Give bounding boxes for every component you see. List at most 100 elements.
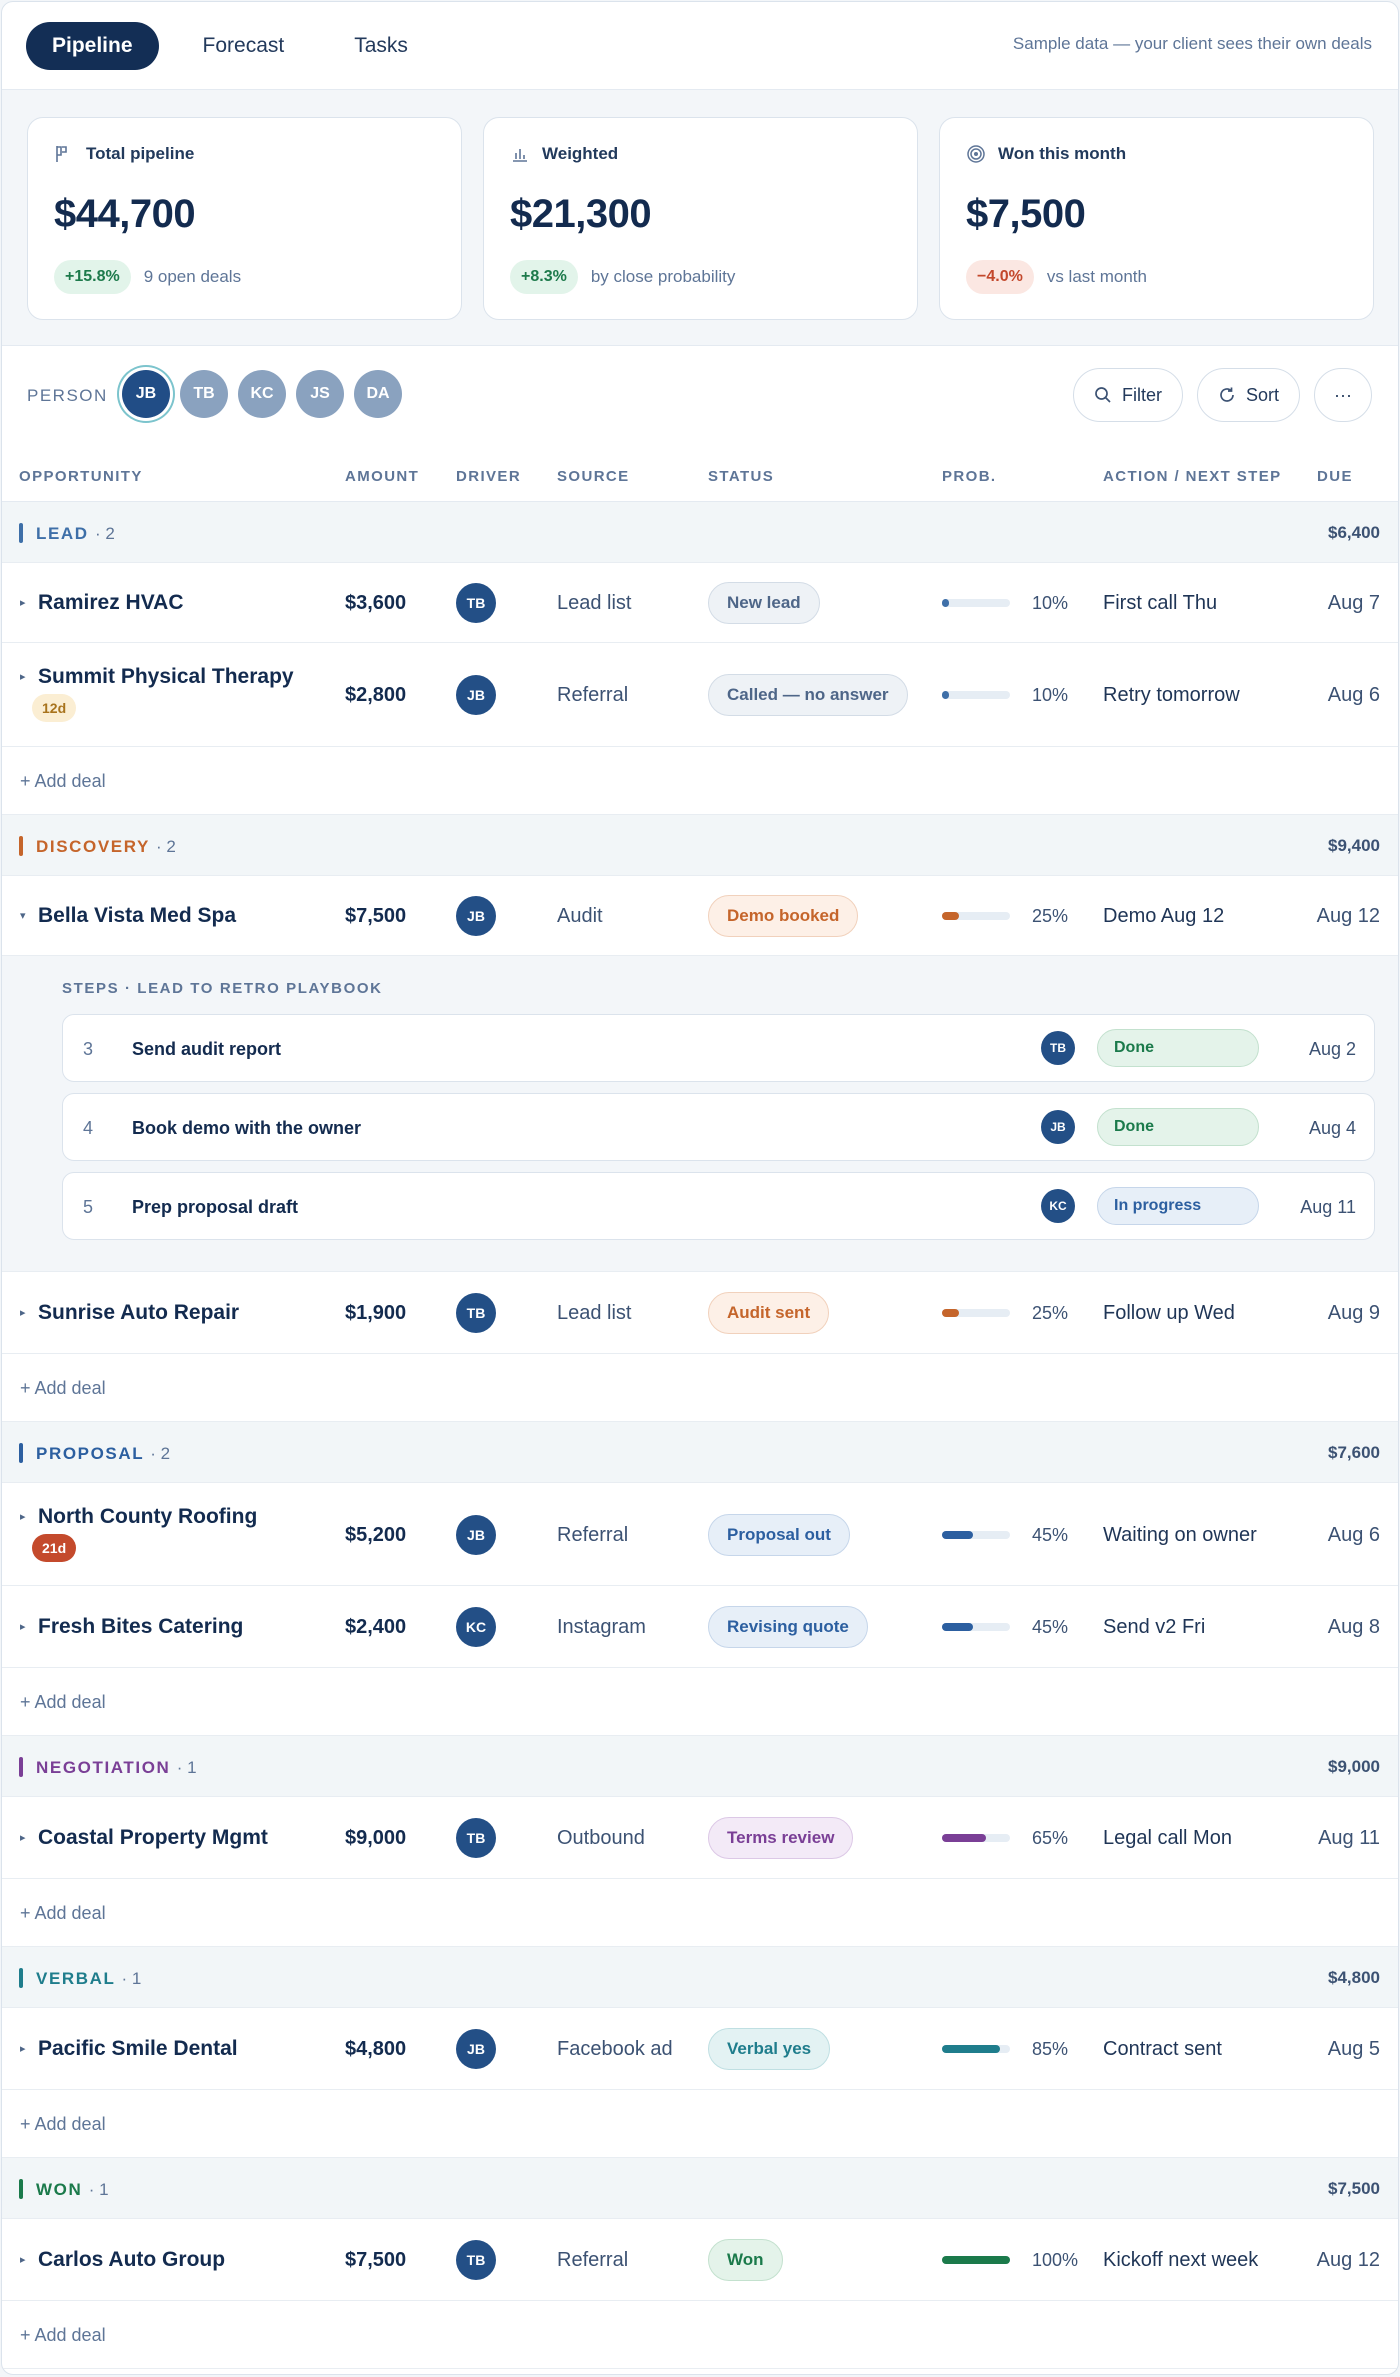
deal-row[interactable]: ▸ Summit Physical Therapy 12d $2,800 JB Refer… — [2, 643, 1398, 747]
next-step[interactable]: First call Thu — [1103, 592, 1218, 614]
col-source[interactable]: SOURCE — [557, 468, 630, 485]
col-prob[interactable]: PROB. — [942, 468, 997, 485]
group-header-won[interactable]: WON · 1 $7,500 — [2, 2158, 1398, 2219]
deal-status-badge[interactable]: Verbal yes — [708, 2028, 831, 2070]
driver-avatar[interactable]: JB — [456, 1514, 496, 1555]
deal-row[interactable]: ▸ Sunrise Auto Repair $1,900 TB Lead list Aud… — [2, 1272, 1398, 1354]
deal-status-badge[interactable]: Won — [708, 2239, 783, 2281]
add-deal-button[interactable]: + Add deal — [20, 2114, 106, 2134]
avatar-person[interactable]: JS — [296, 370, 344, 418]
step-due: Aug 11 — [1300, 1197, 1356, 1217]
next-step[interactable]: Follow up Wed — [1103, 1302, 1235, 1324]
group-label: PROPOSAL — [36, 1444, 144, 1463]
group-count: · 1 — [176, 1758, 197, 1777]
deal-row[interactable]: ▸ Coastal Property Mgmt $9,000 TB Outbound Te… — [2, 1797, 1398, 1879]
driver-avatar[interactable]: TB — [456, 2240, 496, 2280]
step-item[interactable]: 3 Send audit report TB Done Aug 2 — [62, 1014, 1375, 1082]
expand-caret-icon[interactable]: ▸ — [20, 2043, 26, 2055]
driver-avatar[interactable]: JB — [456, 896, 496, 936]
next-step[interactable]: Legal call Mon — [1103, 1827, 1232, 1849]
step-item[interactable]: 5 Prep proposal draft KC In progress Aug 11 — [62, 1172, 1375, 1240]
add-deal-button[interactable]: + Add deal — [20, 1692, 106, 1712]
deal-status-badge[interactable]: Revising quote — [708, 1606, 868, 1648]
expand-caret-icon[interactable]: ▸ — [20, 1511, 26, 1523]
expand-caret-icon[interactable]: ▸ — [20, 597, 26, 609]
deal-status-badge[interactable]: Terms review — [708, 1817, 854, 1859]
expand-caret-icon[interactable]: ▸ — [20, 1621, 26, 1633]
deal-row[interactable]: ▸ Carlos Auto Group $7,500 TB Referral Won 100… — [2, 2219, 1398, 2301]
more-button[interactable]: ··· — [1314, 368, 1372, 422]
tab-pipeline[interactable]: Pipeline — [26, 21, 159, 70]
filter-toolbar: PERSON JB TB KC JS DA Filter Sort ··· — [2, 346, 1398, 446]
tab-tasks[interactable]: Tasks — [354, 33, 408, 57]
deal-name[interactable]: Ramirez HVAC — [38, 591, 184, 614]
expand-caret-icon[interactable]: ▸ — [20, 2254, 26, 2266]
deal-status-badge[interactable]: Audit sent — [708, 1292, 830, 1334]
deal-status-badge[interactable]: Called — no answer — [708, 674, 908, 716]
avatar-person[interactable]: DA — [354, 370, 402, 418]
sort-button[interactable]: Sort — [1196, 368, 1300, 422]
deal-row[interactable]: ▸ Fresh Bites Catering $2,400 KC Instagram Re… — [2, 1586, 1398, 1668]
driver-avatar[interactable]: KC — [456, 1607, 496, 1647]
deal-row[interactable]: ▸ North County Roofing 21d $5,200 JB Referral… — [2, 1483, 1398, 1586]
col-action[interactable]: ACTION / NEXT STEP — [1103, 468, 1282, 485]
next-step[interactable]: Send v2 Fri — [1103, 1616, 1206, 1638]
group-count: · 1 — [88, 2180, 109, 2199]
deal-status-badge[interactable]: Demo booked — [708, 895, 859, 937]
deal-row[interactable]: ▸ Pacific Smile Dental $4,800 JB Facebook ad… — [2, 2008, 1398, 2090]
driver-avatar[interactable]: TB — [456, 583, 496, 623]
deal-row[interactable]: ▾ Bella Vista Med Spa $7,500 JB Audit Demo bo… — [2, 876, 1398, 956]
add-deal-button[interactable]: + Add deal — [20, 1378, 106, 1398]
driver-avatar[interactable]: JB — [456, 675, 496, 715]
deal-name[interactable]: Carlos Auto Group — [38, 2248, 226, 2271]
step-status-badge[interactable]: In progress — [1097, 1187, 1259, 1225]
avatar-person[interactable]: TB — [180, 370, 228, 418]
collapse-caret-icon[interactable]: ▾ — [20, 910, 26, 922]
col-amount[interactable]: AMOUNT — [345, 468, 420, 485]
deal-row[interactable]: ▸ Ramirez HVAC $3,600 TB Lead list New lead 10… — [2, 563, 1398, 643]
step-status-badge[interactable]: Done — [1097, 1108, 1259, 1146]
col-opportunity[interactable]: OPPORTUNITY — [19, 468, 143, 485]
expand-caret-icon[interactable]: ▸ — [20, 1307, 26, 1319]
deal-age-badge: 12d — [32, 694, 77, 722]
deal-name[interactable]: Summit Physical Therapy — [38, 665, 294, 688]
group-header-verbal[interactable]: VERBAL · 1 $4,800 — [2, 1947, 1398, 2008]
probability-bar — [942, 1530, 1010, 1539]
group-header-lead[interactable]: LEAD · 2 $6,400 — [2, 502, 1398, 563]
deal-name[interactable]: Fresh Bites Catering — [38, 1615, 244, 1638]
driver-avatar[interactable]: TB — [456, 1818, 496, 1858]
deal-name[interactable]: Pacific Smile Dental — [38, 2037, 238, 2060]
next-step[interactable]: Kickoff next week — [1103, 2249, 1259, 2271]
col-due[interactable]: DUE — [1317, 468, 1353, 485]
next-step[interactable]: Demo Aug 12 — [1103, 905, 1225, 927]
avatar-person[interactable]: JB — [122, 370, 170, 418]
avatar-person[interactable]: KC — [238, 370, 286, 418]
deal-status-badge[interactable]: Proposal out — [708, 1513, 850, 1556]
group-header-discovery[interactable]: DISCOVERY · 2 $9,400 — [2, 815, 1398, 876]
add-deal-button[interactable]: + Add deal — [20, 2325, 106, 2345]
col-status[interactable]: STATUS — [708, 468, 775, 485]
top-bar: Pipeline Forecast Tasks Sample data — yo… — [2, 2, 1398, 90]
deal-name[interactable]: Sunrise Auto Repair — [38, 1301, 240, 1324]
group-header-proposal[interactable]: PROPOSAL · 2 $7,600 — [2, 1422, 1398, 1483]
group-label: LEAD — [36, 524, 89, 543]
expand-caret-icon[interactable]: ▸ — [20, 1832, 26, 1844]
deal-name[interactable]: North County Roofing — [38, 1505, 258, 1528]
deal-name[interactable]: Bella Vista Med Spa — [38, 904, 237, 927]
deal-name[interactable]: Coastal Property Mgmt — [38, 1826, 268, 1849]
next-step[interactable]: Contract sent — [1103, 2038, 1222, 2060]
tab-forecast[interactable]: Forecast — [202, 33, 285, 57]
add-deal-button[interactable]: + Add deal — [20, 771, 106, 791]
driver-avatar[interactable]: JB — [456, 2029, 496, 2069]
driver-avatar[interactable]: TB — [456, 1293, 496, 1333]
filter-button[interactable]: Filter — [1072, 368, 1183, 422]
next-step[interactable]: Waiting on owner — [1103, 1523, 1257, 1546]
next-step[interactable]: Retry tomorrow — [1103, 684, 1240, 706]
step-status-badge[interactable]: Done — [1097, 1029, 1259, 1067]
group-header-negotiation[interactable]: NEGOTIATION · 1 $9,000 — [2, 1736, 1398, 1797]
add-deal-button[interactable]: + Add deal — [20, 1903, 106, 1923]
step-item[interactable]: 4 Book demo with the owner JB Done Aug 4 — [62, 1093, 1375, 1161]
deal-status-badge[interactable]: New lead — [708, 582, 820, 624]
expand-caret-icon[interactable]: ▸ — [20, 671, 26, 683]
col-driver[interactable]: DRIVER — [456, 468, 522, 485]
